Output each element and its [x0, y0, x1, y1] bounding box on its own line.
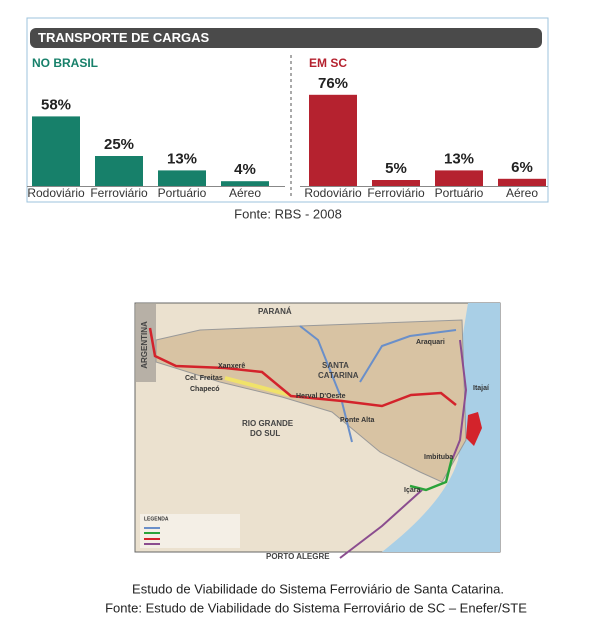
category-label: Rodoviário: [27, 186, 85, 200]
map-label: CATARINA: [318, 371, 359, 380]
rail-existing: [299, 325, 457, 443]
legend-box: [140, 514, 240, 548]
category-label: Portuário: [435, 186, 484, 200]
caption: Estudo de Viabilidade do Sistema Ferrovi…: [132, 581, 504, 596]
chart-source: Fonte: RBS - 2008: [234, 206, 342, 221]
rail-purple: [451, 339, 468, 461]
bar: [309, 94, 357, 186]
map-label: Chapecó: [190, 386, 220, 393]
value-label: 25%: [104, 136, 134, 153]
category-label: Rodoviário: [304, 186, 362, 200]
category-label: Ferroviário: [367, 186, 425, 200]
category-label: Aéreo: [506, 186, 538, 200]
map-label: DO SUL: [250, 429, 280, 438]
value-label: 6%: [511, 159, 533, 176]
map: PARANÁ ARGENTINA SANTA CATARINA Xanxerê …: [134, 302, 501, 561]
bar: [435, 170, 483, 186]
panel-title: EM SC: [309, 56, 347, 70]
bar: [372, 180, 420, 186]
rail-red: [148, 327, 457, 408]
category-label: Portuário: [158, 186, 207, 200]
argentina: [136, 304, 156, 382]
map-label: Xanxerê: [218, 363, 245, 370]
sea: [382, 303, 500, 552]
caption: Fonte: Estudo de Viabilidade do Sistema …: [105, 600, 527, 615]
bar: [32, 116, 80, 186]
value-label: 13%: [444, 150, 474, 167]
map-label: Araquari: [416, 339, 445, 346]
rail-option: [224, 376, 291, 397]
value-label: 76%: [318, 75, 348, 92]
value-label: 5%: [385, 160, 407, 177]
map-label: PARANÁ: [258, 307, 292, 316]
panel-title: NO BRASIL: [32, 56, 98, 70]
map-label: Ponte Alta: [340, 417, 374, 424]
map-label: Herval D'Oeste: [296, 393, 346, 400]
map-label: Itajaí: [473, 385, 490, 392]
map-label: Imbituba: [424, 454, 453, 461]
map-label: Cel. Freitas: [185, 375, 223, 382]
bar: [498, 178, 546, 186]
bar: [221, 181, 269, 186]
rail-green: [409, 457, 454, 492]
value-label: 13%: [167, 150, 197, 167]
header-bar: [30, 28, 542, 48]
map-label: Içara: [404, 487, 420, 494]
value-label: 4%: [234, 161, 256, 178]
map-label: PORTO ALEGRE: [266, 552, 330, 561]
map-label: LEGENDA: [144, 516, 169, 522]
category-label: Ferroviário: [90, 186, 148, 200]
bar: [158, 170, 206, 186]
rail-purple: [339, 489, 423, 559]
header-title: TRANSPORTE DE CARGAS: [38, 30, 210, 45]
map-label: RIO GRANDE: [242, 419, 294, 428]
category-label: Aéreo: [229, 186, 261, 200]
bar: [95, 156, 143, 186]
map-label: SANTA: [322, 361, 349, 370]
chart-frame: [26, 17, 549, 203]
map-label: ARGENTINA: [140, 321, 149, 369]
island: [466, 412, 482, 446]
value-label: 58%: [41, 96, 71, 113]
